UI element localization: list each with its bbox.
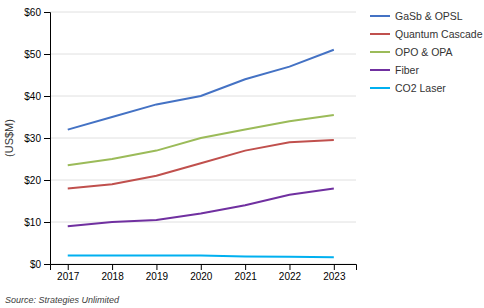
tick-label: $0 — [30, 259, 42, 270]
grid — [50, 12, 356, 264]
legend-swatch — [370, 33, 390, 35]
tick: $50 — [24, 49, 50, 60]
tick: 2023 — [323, 264, 346, 282]
legend-label: OPO & OPA — [395, 46, 453, 58]
tick: 2021 — [235, 264, 258, 282]
chart: 2017201820192020202120222023$0$10$20$30$… — [0, 0, 484, 308]
tick-mark — [44, 12, 50, 13]
tick-mark — [44, 138, 50, 139]
series-line — [68, 115, 334, 165]
tick: 2022 — [279, 264, 302, 282]
series-line — [68, 188, 334, 226]
y-axis: $0 $10 $20 $30 $40 $50 $60 — [24, 7, 50, 270]
series-line — [68, 256, 334, 258]
plot-area — [68, 50, 334, 257]
tick-label: $60 — [24, 7, 41, 18]
legend-swatch — [370, 69, 390, 71]
legend-item: Quantum Cascade — [370, 28, 483, 40]
tick: $60 — [24, 7, 50, 18]
tick: 2017 — [57, 264, 80, 282]
tick: $40 — [24, 91, 50, 102]
tick-mark — [112, 264, 113, 270]
tick: $0 — [30, 259, 50, 270]
legend-item: OPO & OPA — [370, 46, 453, 58]
tick-mark — [245, 264, 246, 270]
x-axis-line — [51, 265, 357, 271]
tick: 2018 — [101, 264, 124, 282]
tick-mark — [68, 264, 69, 270]
legend: GaSb & OPSL Quantum Cascade OPO & OPA Fiber… — [370, 10, 483, 94]
tick-mark — [44, 96, 50, 97]
y-axis-line — [44, 13, 51, 265]
legend-swatch — [370, 51, 390, 53]
tick-label: 2022 — [279, 271, 302, 282]
tick-label: $10 — [24, 217, 41, 228]
tick-label: 2019 — [146, 271, 169, 282]
tick: $10 — [24, 217, 50, 228]
x-axis: 2017 2018 2019 2020 2021 2022 2023 — [51, 264, 357, 282]
legend-label: CO2 Laser — [395, 82, 446, 94]
tick: 2019 — [146, 264, 169, 282]
tick-label: $30 — [24, 133, 41, 144]
grid-line — [50, 180, 356, 181]
tick: $20 — [24, 175, 50, 186]
grid-line — [50, 54, 356, 55]
tick-label: $20 — [24, 175, 41, 186]
tick-label: 2020 — [190, 271, 213, 282]
tick-mark — [201, 264, 202, 270]
tick-mark — [334, 264, 335, 270]
series-line — [68, 50, 334, 130]
tick-mark — [44, 264, 50, 265]
tick: $30 — [24, 133, 50, 144]
legend-item: CO2 Laser — [370, 82, 446, 94]
legend-label: Fiber — [395, 64, 419, 76]
legend-label: Quantum Cascade — [395, 28, 483, 40]
y-axis-title: (US$M) — [3, 119, 15, 157]
tick-mark — [44, 180, 50, 181]
legend-item: Fiber — [370, 64, 419, 76]
legend-swatch — [370, 15, 390, 17]
tick: 2020 — [190, 264, 213, 282]
tick-mark — [44, 222, 50, 223]
grid-line — [50, 12, 356, 13]
tick-label: 2017 — [57, 271, 80, 282]
tick-label: $40 — [24, 91, 41, 102]
grid-line — [50, 222, 356, 223]
legend-swatch — [370, 87, 390, 89]
tick-label: 2023 — [323, 271, 346, 282]
legend-label: GaSb & OPSL — [395, 10, 463, 22]
source-note: Source: Strategies Unlimited — [5, 295, 120, 305]
tick-mark — [289, 264, 290, 270]
tick-label: $50 — [24, 49, 41, 60]
tick-mark — [44, 54, 50, 55]
legend-item: GaSb & OPSL — [370, 10, 463, 22]
tick-label: 2018 — [101, 271, 124, 282]
tick-label: 2021 — [235, 271, 258, 282]
tick-mark — [156, 264, 157, 270]
series-line — [68, 140, 334, 188]
